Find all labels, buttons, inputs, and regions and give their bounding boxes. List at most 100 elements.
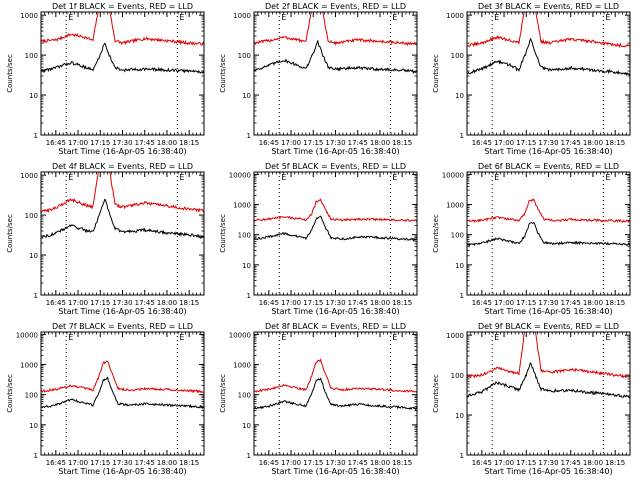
x-tick-label: 18:15	[392, 139, 412, 147]
y-tick-label: 10	[29, 252, 38, 260]
chart-panel-6: Det 6f BLACK = Events, RED = LLD Counts/s…	[432, 162, 631, 316]
x-tick-label: 17:45	[348, 139, 368, 147]
chart-title: Det 7f BLACK = Events, RED = LLD	[52, 322, 193, 331]
x-axis-label: Start Time (16-Apr-05 16:38:40)	[484, 467, 612, 476]
x-tick-label: 18:00	[370, 459, 390, 467]
marker-label: E	[68, 173, 73, 182]
x-tick-label: 17:00	[68, 299, 88, 307]
y-axis-label: Counts/sec	[219, 214, 227, 253]
marker-label: E	[281, 173, 286, 182]
x-tick-label: 17:15	[90, 139, 110, 147]
marker-label: E	[605, 13, 610, 22]
series-line-lld	[254, 198, 417, 223]
x-tick-label: 17:30	[538, 459, 558, 467]
x-tick-label: 17:30	[112, 459, 132, 467]
x-tick-label: 17:45	[348, 459, 368, 467]
x-tick-label: 17:15	[516, 299, 536, 307]
x-tick-label: 18:00	[157, 139, 177, 147]
y-tick-label: 1000	[233, 12, 251, 20]
x-tick-label: 16:45	[472, 139, 492, 147]
x-tick-label: 16:45	[46, 139, 66, 147]
x-tick-label: 17:45	[348, 299, 368, 307]
x-tick-label: 17:15	[516, 139, 536, 147]
marker-label: E	[392, 173, 397, 182]
x-axis-label: Start Time (16-Apr-05 16:38:40)	[484, 147, 612, 156]
y-tick-label: 1	[34, 132, 38, 140]
y-axis-label: Counts/sec	[432, 214, 440, 253]
x-tick-label: 17:45	[135, 459, 155, 467]
x-tick-label: 17:30	[112, 299, 132, 307]
x-tick-label: 17:00	[494, 459, 514, 467]
y-tick-label: 10	[242, 262, 251, 270]
chart-panel-8: Det 8f BLACK = Events, RED = LLD Counts/s…	[219, 322, 418, 476]
y-tick-label: 1000	[446, 202, 464, 210]
x-tick-label: 17:00	[281, 459, 301, 467]
x-tick-label: 17:30	[325, 299, 345, 307]
y-axis-label: Counts/sec	[6, 54, 14, 93]
series-line-lld	[254, 358, 417, 394]
x-tick-label: 18:00	[370, 299, 390, 307]
marker-label: E	[494, 173, 499, 182]
x-tick-label: 17:45	[561, 139, 581, 147]
x-tick-label: 17:00	[281, 299, 301, 307]
series-line-lld	[41, 12, 204, 46]
series-line-events	[254, 40, 417, 75]
x-axis-label: Start Time (16-Apr-05 16:38:40)	[271, 307, 399, 316]
y-tick-label: 100	[25, 212, 38, 220]
y-axis-label: Counts/sec	[219, 374, 227, 413]
x-tick-label: 17:30	[538, 299, 558, 307]
plot-frame	[466, 11, 631, 136]
y-tick-label: 10000	[16, 331, 38, 339]
y-tick-label: 10	[455, 262, 464, 270]
chart-panel-5: Det 5f BLACK = Events, RED = LLD Counts/s…	[219, 162, 418, 316]
marker-label: E	[68, 333, 73, 342]
y-tick-label: 1	[34, 292, 38, 300]
y-tick-label: 1000	[20, 362, 38, 370]
x-tick-label: 17:00	[494, 139, 514, 147]
x-tick-label: 18:00	[157, 459, 177, 467]
marker-label: E	[179, 13, 184, 22]
y-tick-label: 1	[460, 132, 464, 140]
y-tick-label: 1	[247, 132, 251, 140]
y-tick-label: 1000	[446, 332, 464, 340]
x-tick-label: 17:00	[68, 139, 88, 147]
chart-title: Det 2f BLACK = Events, RED = LLD	[265, 2, 406, 11]
y-tick-label: 100	[238, 232, 251, 240]
x-tick-label: 18:00	[583, 299, 603, 307]
series-line-events	[254, 377, 417, 411]
y-tick-label: 1000	[20, 12, 38, 20]
x-tick-label: 17:30	[325, 459, 345, 467]
y-axis-label: Counts/sec	[219, 54, 227, 93]
series-line-lld	[41, 360, 204, 394]
y-axis-label: Counts/sec	[432, 54, 440, 93]
chart-panel-7: Det 7f BLACK = Events, RED = LLD Counts/s…	[6, 322, 205, 476]
x-tick-label: 18:15	[605, 139, 625, 147]
y-tick-label: 100	[238, 392, 251, 400]
x-tick-label: 16:45	[259, 299, 279, 307]
x-tick-label: 17:15	[516, 459, 536, 467]
chart-title: Det 1f BLACK = Events, RED = LLD	[52, 2, 193, 11]
plot-frame	[466, 171, 631, 296]
x-tick-label: 18:00	[370, 139, 390, 147]
x-tick-label: 17:00	[281, 139, 301, 147]
y-tick-label: 10	[29, 92, 38, 100]
plot-frame	[253, 171, 418, 296]
x-tick-label: 17:45	[561, 459, 581, 467]
series-line-lld	[254, 12, 417, 46]
marker-label: E	[179, 333, 184, 342]
chart-panel-9: Det 9f BLACK = Events, RED = LLD Counts/s…	[432, 322, 631, 476]
plot-frame	[466, 331, 631, 456]
x-tick-label: 18:15	[179, 139, 199, 147]
series-line-lld	[41, 172, 204, 213]
chart-title: Det 3f BLACK = Events, RED = LLD	[478, 2, 619, 11]
x-axis-label: Start Time (16-Apr-05 16:38:40)	[484, 307, 612, 316]
marker-label: E	[281, 13, 286, 22]
series-line-events	[41, 42, 204, 74]
y-tick-label: 1000	[233, 362, 251, 370]
y-tick-label: 10	[455, 92, 464, 100]
y-tick-label: 1	[247, 452, 251, 460]
x-tick-label: 17:30	[112, 139, 132, 147]
plot-frame	[253, 11, 418, 136]
y-tick-label: 1000	[233, 202, 251, 210]
